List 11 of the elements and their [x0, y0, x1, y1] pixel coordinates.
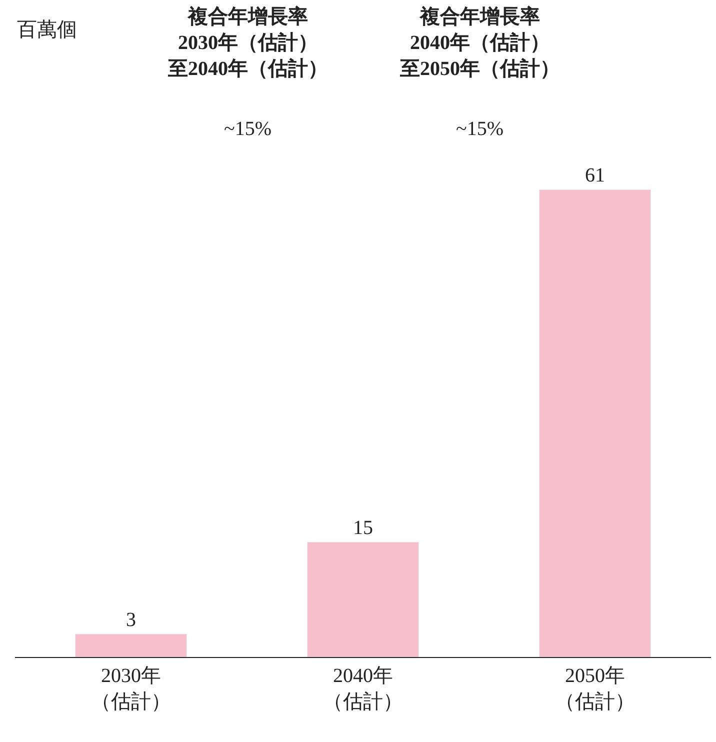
text: 複合年增長率2040年（估計）至2050年（估計）: [399, 5, 560, 80]
text: ~15%: [224, 118, 272, 140]
x-tick-label: 2040年（估計）: [323, 665, 403, 713]
data-label: 15: [353, 517, 373, 540]
text: 百萬個: [17, 19, 77, 41]
data-label: 3: [126, 609, 136, 632]
x-tick-label: 2030年（估計）: [91, 665, 171, 713]
data-label: 61: [585, 164, 605, 187]
text: 複合年增長率2030年（估計）至2040年（估計）: [167, 5, 328, 80]
text: ~15%: [456, 118, 504, 140]
x-tick-label: 2050年（估計）: [555, 665, 635, 713]
